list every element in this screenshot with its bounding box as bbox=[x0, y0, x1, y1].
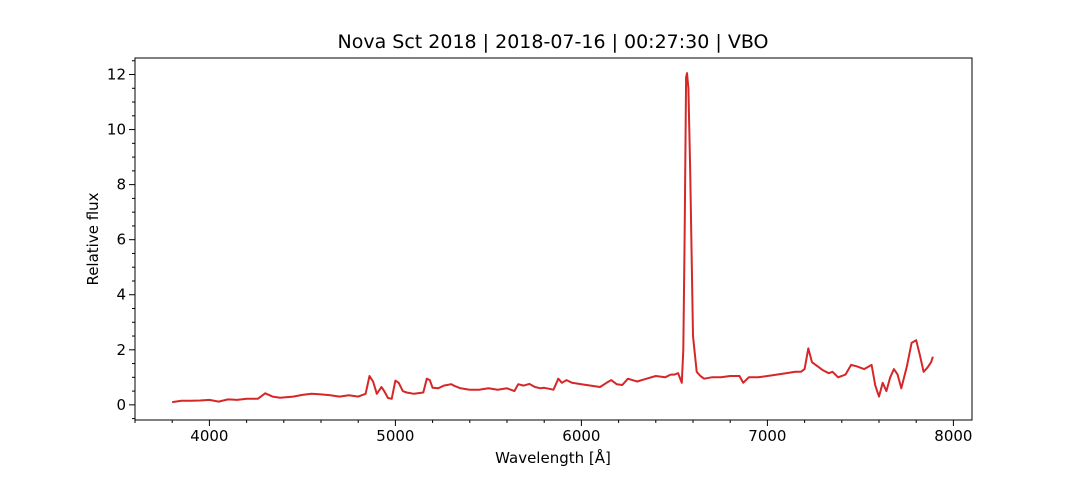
y-tick-label: 2 bbox=[116, 341, 126, 359]
y-tick-label: 8 bbox=[116, 176, 126, 194]
y-tick-label: 4 bbox=[116, 286, 126, 304]
series-group bbox=[172, 72, 934, 404]
y-tick-label: 10 bbox=[107, 121, 126, 139]
plot-frame bbox=[134, 57, 973, 421]
spectrum-line bbox=[172, 72, 934, 404]
y-tick-label: 12 bbox=[107, 66, 126, 84]
x-axis-label: Wavelength [Å] bbox=[495, 448, 611, 467]
x-tick-label: 6000 bbox=[562, 427, 600, 445]
y-tick-label: 6 bbox=[116, 231, 126, 249]
chart-title: Nova Sct 2018 | 2018-07-16 | 00:27:30 | … bbox=[338, 31, 769, 53]
y-axis-label: Relative flux bbox=[84, 192, 102, 285]
x-tick-label: 4000 bbox=[190, 427, 228, 445]
y-tick-label: 0 bbox=[116, 396, 126, 414]
x-tick-label: 5000 bbox=[376, 427, 414, 445]
x-tick-label: 8000 bbox=[934, 427, 972, 445]
x-tick-label: 7000 bbox=[748, 427, 786, 445]
